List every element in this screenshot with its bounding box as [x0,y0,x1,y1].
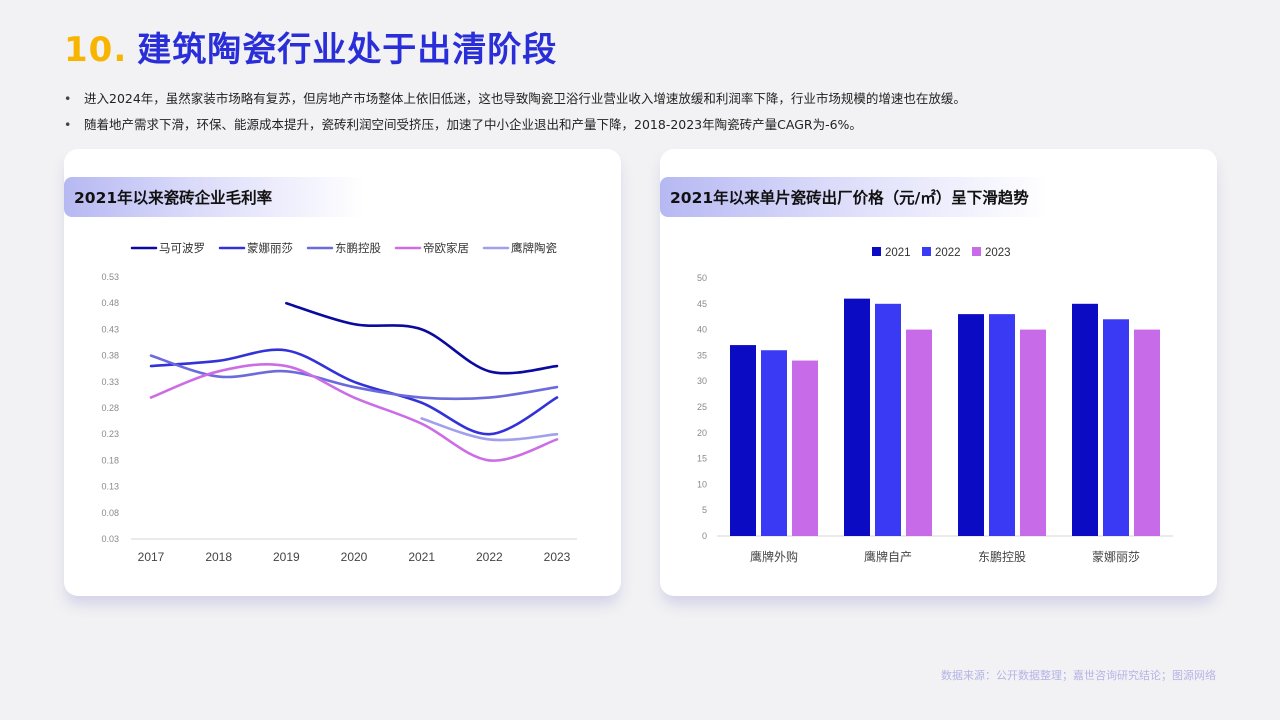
bar [792,360,818,536]
y-tick-label: 10 [697,479,707,489]
bullet-icon: • [64,91,72,106]
y-tick-label: 50 [697,273,707,283]
y-tick-label: 35 [697,350,707,360]
bar [1103,319,1129,536]
x-tick-label: 2023 [544,550,571,564]
y-tick-label: 0.23 [101,429,119,439]
y-tick-label: 0.13 [101,482,119,492]
x-tick-label: 2017 [138,550,165,564]
bullet-list: • 进入2024年，虽然家装市场略有复苏，但房地产市场整体上依旧低迷，这也导致陶… [64,90,1224,142]
x-category-label: 蒙娜丽莎 [1092,550,1140,564]
x-category-label: 鹰牌外购 [750,549,798,564]
series-line [285,301,559,375]
x-category-label: 鹰牌自产 [864,549,912,564]
x-tick-label: 2020 [341,550,368,564]
y-tick-label: 20 [697,428,707,438]
bar [1072,303,1098,536]
bar [906,329,932,536]
y-tick-label: 0.38 [101,351,119,361]
legend-label: 东鹏控股 [335,241,381,255]
legend-swatch [972,247,981,256]
bullet-text: 随着地产需求下滑，环保、能源成本提升，瓷砖利润空间受挤压，加速了中小企业退出和产… [84,117,862,132]
y-tick-label: 15 [697,454,707,464]
x-tick-label: 2022 [476,550,503,564]
bar [844,298,870,536]
line-chart: 0.03 0.08 0.13 0.18 0.23 0.28 0.33 0.38 0.43 0.48… [101,241,577,564]
series-line [149,354,559,401]
y-tick-label: 0.03 [101,534,119,544]
legend-label: 2021 [885,247,911,259]
y-tick-label: 0.43 [101,324,119,334]
y-tick-label: 45 [697,299,707,309]
bullet-item: • 随着地产需求下滑，环保、能源成本提升，瓷砖利润空间受挤压，加速了中小企业退出… [64,116,1224,133]
line-chart-title: 2021年以来瓷砖企业毛利率 [64,177,364,217]
bar [761,350,787,536]
bullet-item: • 进入2024年，虽然家装市场略有复苏，但房地产市场整体上依旧低迷，这也导致陶… [64,90,1224,107]
bar-chart: 0 5 10 15 20 25 30 35 40 45 50 鹰牌外购 鹰牌自产 东鹏控股 蒙娜丽莎 2021… [697,247,1173,564]
y-tick-label: 25 [697,402,707,412]
y-tick-label: 5 [702,505,707,515]
legend-swatch [872,247,881,256]
bar [989,314,1015,536]
y-tick-label: 0.48 [101,298,119,308]
bar [1134,329,1160,536]
legend-swatch [922,247,931,256]
y-tick-label: 0.28 [101,403,119,413]
legend-label: 2022 [935,247,961,259]
legend-label: 帝欧家居 [423,241,469,255]
x-tick-label: 2018 [205,550,232,564]
page-title: 10. 建筑陶瓷行业处于出清阶段 [64,22,557,71]
y-tick-label: 30 [697,376,707,386]
bullet-icon: • [64,117,72,132]
y-tick-label: 0 [702,531,707,541]
legend-label: 鹰牌陶瓷 [511,241,557,255]
y-tick-label: 0.18 [101,455,119,465]
y-tick-label: 0.33 [101,377,119,387]
legend-label: 2023 [985,247,1011,259]
bar [958,314,984,536]
legend-label: 马可波罗 [159,241,205,255]
bar [1020,329,1046,536]
bar-chart-title: 2021年以来单片瓷砖出厂价格（元/㎡）呈下滑趋势 [660,177,1050,217]
title-text: 建筑陶瓷行业处于出清阶段 [137,30,558,70]
series-line [420,417,559,442]
series-line [149,363,559,462]
x-tick-label: 2021 [408,550,435,564]
bar [730,345,756,536]
bar [875,303,901,536]
bar-chart-card: 2021年以来单片瓷砖出厂价格（元/㎡）呈下滑趋势 0 5 10 15 20 25 30 35… [660,149,1217,596]
x-tick-label: 2019 [273,550,300,564]
line-chart-card: 2021年以来瓷砖企业毛利率 0.03 0.08 0.13 0.18 0.23 0.28 0… [64,149,621,596]
legend-label: 蒙娜丽莎 [247,241,293,255]
title-number: 10. [64,30,128,70]
bullet-text: 进入2024年，虽然家装市场略有复苏，但房地产市场整体上依旧低迷，这也导致陶瓷卫… [84,91,966,106]
y-tick-label: 0.08 [101,508,119,518]
x-category-label: 东鹏控股 [978,550,1026,564]
y-tick-label: 0.53 [101,272,119,282]
series-line [149,348,559,436]
y-tick-label: 40 [697,325,707,335]
data-source-note: 数据来源：公开数据整理；嘉世咨询研究结论；图源网络 [941,669,1216,682]
